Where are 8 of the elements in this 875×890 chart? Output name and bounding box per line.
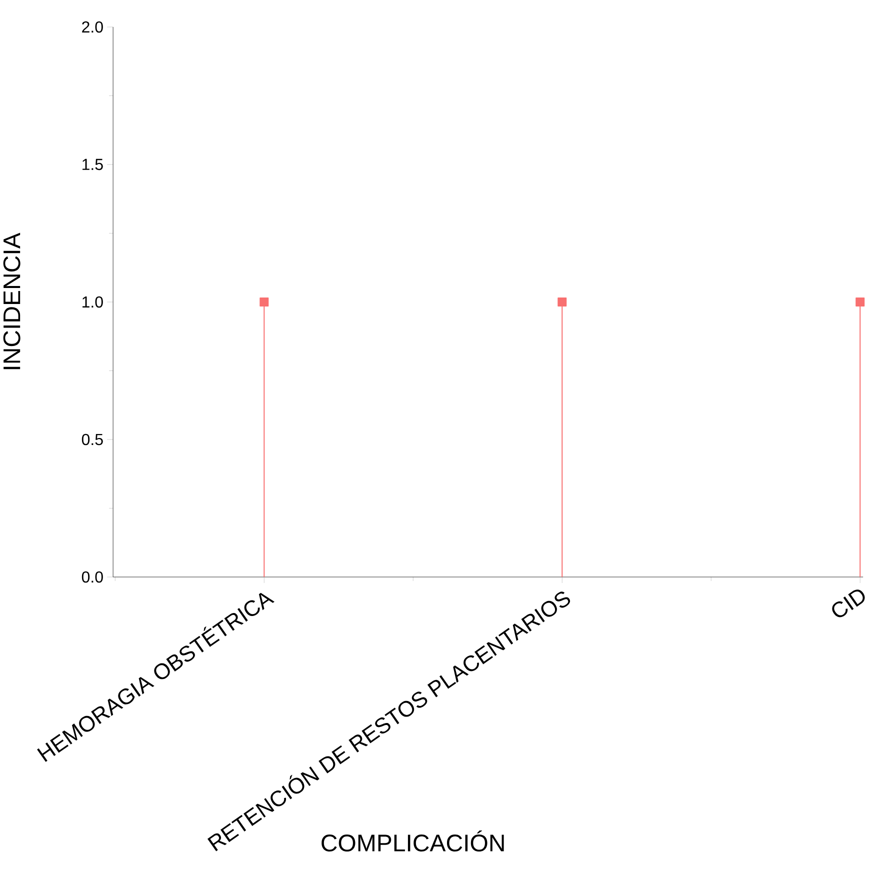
- y-tick-label: 1.0: [82, 296, 103, 308]
- x-axis-title: COMPLICACIÓN: [322, 830, 504, 852]
- x-tick-label: CID: [832, 590, 865, 618]
- y-tick-label: 1.5: [82, 158, 103, 170]
- y-tick-label: 0.5: [82, 434, 103, 446]
- y-tick-label: 0.0: [82, 571, 103, 583]
- y-tick-label: 2.0: [82, 21, 103, 33]
- y-axis-title: INCIDENCIA: [3, 232, 20, 370]
